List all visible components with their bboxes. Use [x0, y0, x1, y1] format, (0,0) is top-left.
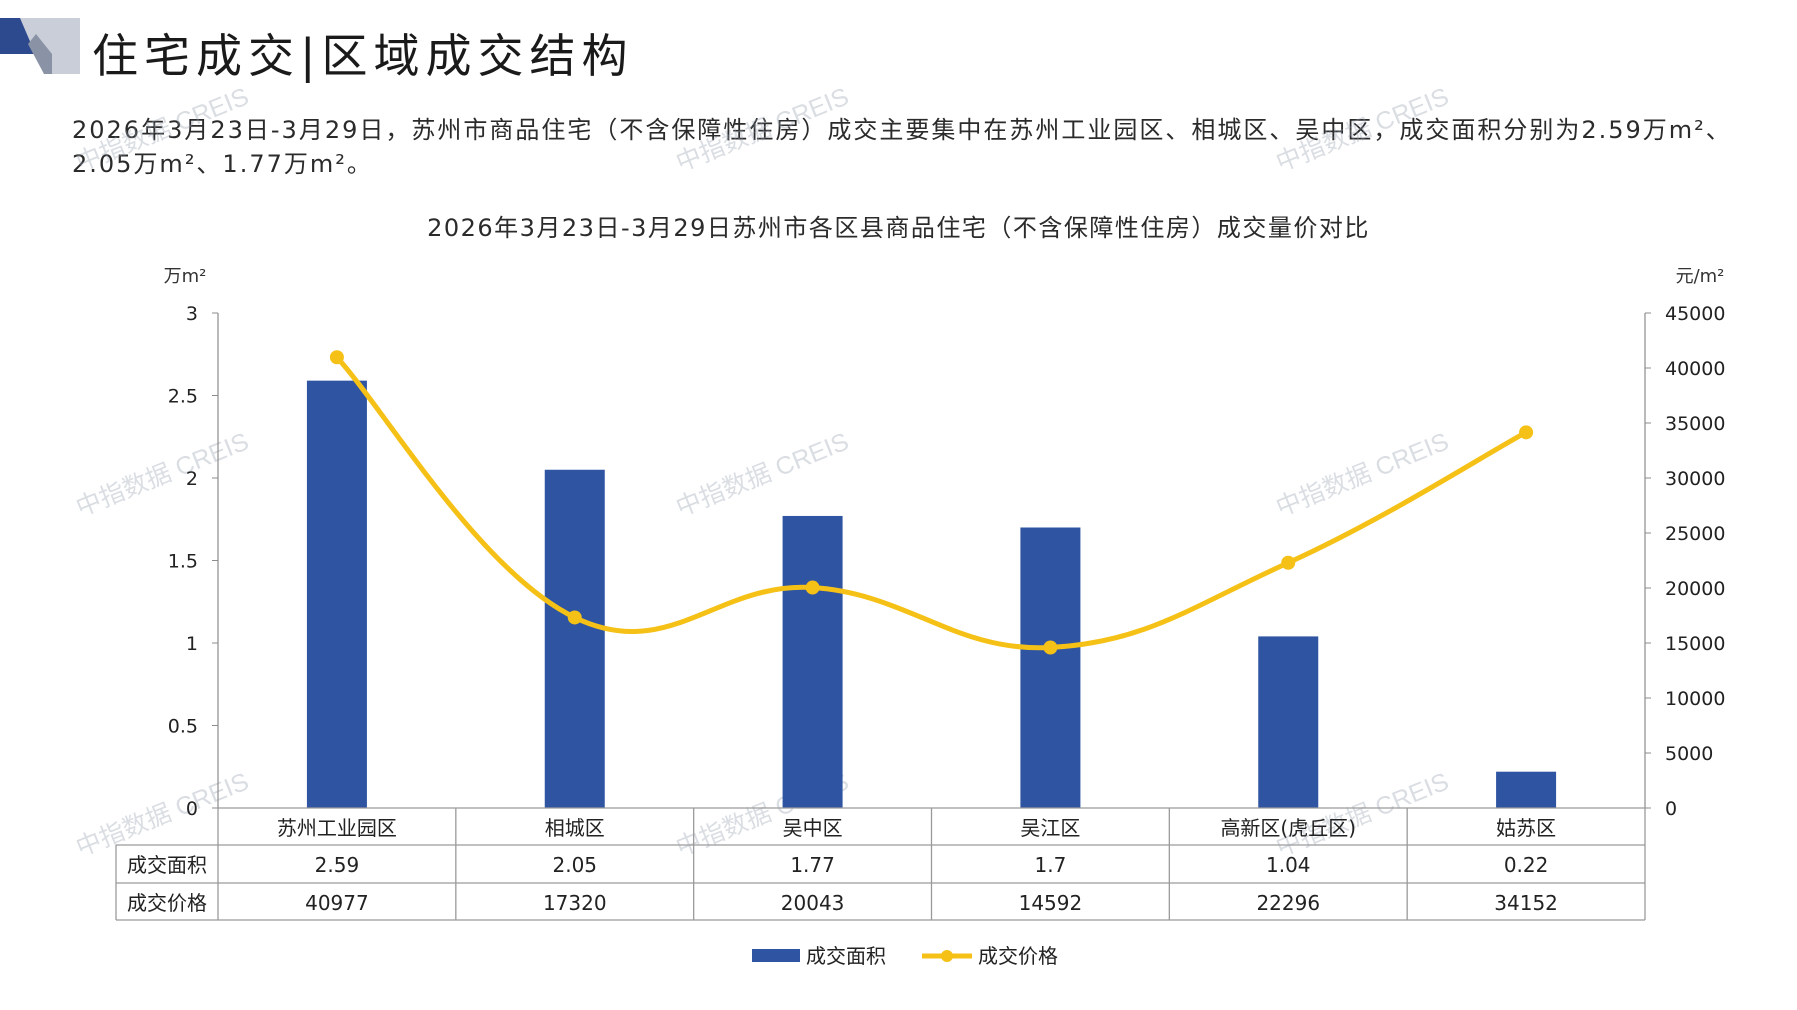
- bar-5: [1496, 771, 1557, 808]
- legend-label-area: 成交面积: [806, 944, 886, 968]
- bar-1: [544, 469, 605, 808]
- right-tick-label: 15000: [1665, 633, 1725, 655]
- table-cell-price: 40977: [305, 891, 369, 915]
- row-header-price: 成交价格: [127, 891, 207, 915]
- price-point-3: [1043, 640, 1058, 655]
- bar-4: [1258, 636, 1319, 808]
- table-cell-area: 1.7: [1035, 853, 1067, 877]
- right-tick-label: 30000: [1665, 468, 1725, 490]
- left-tick-label: 1.5: [168, 551, 198, 573]
- right-tick-label: 40000: [1665, 358, 1725, 380]
- bar-3: [1020, 527, 1081, 808]
- price-point-1: [567, 610, 582, 625]
- row-header-area: 成交面积: [127, 853, 207, 877]
- summary-paragraph: 2026年3月23日-3月29日，苏州市商品住宅（不含保障性住房）成交主要集中在…: [72, 116, 1732, 178]
- table-cell-area: 1.77: [790, 853, 835, 877]
- category-label: 苏州工业园区: [277, 816, 397, 840]
- table-cell-area: 0.22: [1504, 853, 1549, 877]
- legend-swatch-area: [752, 949, 800, 962]
- brand-logo-mark: [0, 18, 80, 74]
- left-tick-label: 1: [186, 633, 198, 655]
- left-tick-label: 2.5: [168, 386, 198, 408]
- page-title: 住宅成交|区域成交结构: [92, 29, 634, 83]
- table-cell-price: 34152: [1494, 891, 1558, 915]
- legend-swatch-price-dot: [941, 950, 953, 962]
- left-tick-label: 0.5: [168, 716, 198, 738]
- category-label: 相城区: [545, 816, 605, 840]
- table-cell-area: 2.05: [552, 853, 597, 877]
- bar-2: [782, 515, 843, 808]
- left-tick-label: 2: [186, 468, 198, 490]
- table-cell-price: 22296: [1256, 891, 1320, 915]
- right-tick-label: 0: [1665, 798, 1677, 820]
- table-cell-area: 1.04: [1266, 853, 1311, 877]
- table-cell-price: 20043: [781, 891, 845, 915]
- right-tick-label: 10000: [1665, 688, 1725, 710]
- table-cell-price: 14592: [1019, 891, 1083, 915]
- category-label: 姑苏区: [1496, 816, 1556, 840]
- category-label: 吴江区: [1020, 816, 1080, 840]
- left-tick-label: 3: [186, 303, 198, 325]
- price-point-0: [329, 350, 344, 365]
- right-axis-unit: 元/m²: [1676, 266, 1725, 287]
- category-label: 高新区(虎丘区): [1220, 816, 1356, 840]
- right-tick-label: 25000: [1665, 523, 1725, 545]
- table-cell-price: 17320: [543, 891, 607, 915]
- right-tick-label: 20000: [1665, 578, 1725, 600]
- legend-label-price: 成交价格: [978, 944, 1058, 968]
- left-axis-unit: 万m²: [164, 266, 207, 287]
- price-point-5: [1519, 425, 1534, 440]
- price-line: [335, 355, 1528, 651]
- bar-0: [306, 380, 367, 808]
- right-tick-label: 35000: [1665, 413, 1725, 435]
- right-tick-label: 45000: [1665, 303, 1725, 325]
- price-point-2: [805, 580, 820, 595]
- category-label: 吴中区: [783, 816, 843, 840]
- price-point-4: [1281, 555, 1296, 570]
- chart-title: 2026年3月23日-3月29日苏州市各区县商品住宅（不含保障性住房）成交量价对…: [427, 214, 1370, 242]
- right-tick-label: 5000: [1665, 743, 1713, 765]
- left-tick-label: 0: [186, 798, 198, 820]
- table-cell-area: 2.59: [315, 853, 360, 877]
